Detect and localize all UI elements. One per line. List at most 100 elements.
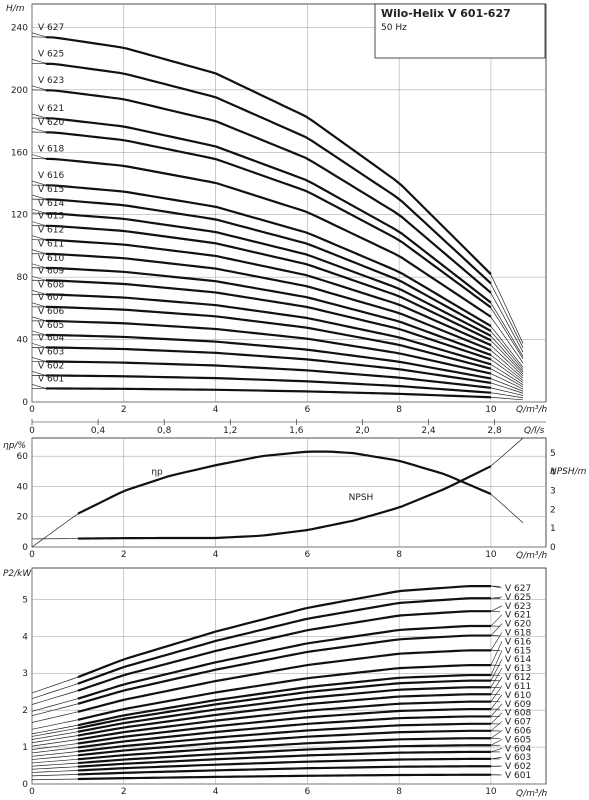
head-curve-thin (31, 279, 524, 383)
pow-series-label: V 615 (505, 646, 531, 656)
head-label-leader (31, 384, 46, 389)
pow-series-label: V 623 (505, 602, 531, 612)
head-series-label: V 618 (38, 145, 64, 155)
pow-xtick-label: 8 (396, 787, 402, 797)
pow-xtick-label: 6 (304, 787, 310, 797)
pow-ytick-label: 3 (22, 669, 28, 679)
head-ytick-label: 160 (11, 148, 28, 158)
head-series-label: V 606 (38, 307, 64, 317)
head-curve (45, 198, 492, 332)
head-curve (45, 62, 492, 285)
pow-curve (77, 664, 491, 721)
pow-series-label: V 607 (505, 718, 531, 728)
head-x2tick-label: 1,2 (223, 426, 237, 436)
head-curve (45, 279, 492, 361)
head-x2tick-label: 0,8 (157, 426, 172, 436)
head-curve (45, 131, 492, 309)
eff-ylabel: ηp/% (3, 441, 26, 451)
head-xtick-label: 4 (213, 405, 219, 415)
head-label-leader (31, 113, 46, 119)
head-xtick-label: 2 (121, 405, 127, 415)
head-label-leader (31, 32, 46, 38)
eff-xtick-label: 6 (304, 550, 310, 560)
head-xtick-label: 6 (304, 405, 310, 415)
pow-curve-thin (31, 649, 501, 723)
head-curve (45, 387, 491, 399)
pow-ytick-label: 5 (22, 595, 28, 605)
head-x2tick-label: 2,4 (421, 426, 436, 436)
pow-series-label: V 608 (505, 709, 531, 719)
head-label-leader (31, 316, 46, 322)
head-ytick-label: 120 (11, 211, 28, 221)
eff-curve-thin (31, 437, 524, 540)
head-curve (45, 374, 492, 394)
eff-xtick-label: 8 (396, 550, 402, 560)
pow-ylabel: P2/kW (3, 569, 32, 579)
pow-curve (77, 750, 491, 768)
pow-series-label: V 606 (505, 726, 531, 736)
head-curve (45, 305, 492, 370)
head-curve (45, 184, 492, 328)
pow-curve (77, 757, 491, 772)
eff-xtick-label: 0 (29, 550, 35, 560)
head-ytick-label: 0 (22, 398, 28, 408)
eff-y2label: NPSH/m (550, 467, 587, 477)
pow-curve (77, 649, 491, 713)
pow-label-leader (490, 605, 503, 612)
pow-xlabel: Q/m³/h (516, 789, 548, 799)
head-curve (45, 36, 492, 275)
head-curve-thin (31, 62, 524, 348)
head-curve-thin (31, 375, 524, 399)
pow-label-leader (490, 721, 503, 732)
head-label-leader (31, 59, 46, 64)
pow-series-label: V 604 (505, 744, 531, 754)
pow-label-leader (490, 641, 503, 666)
head-x2label: Q/l/s (524, 426, 545, 436)
pow-ytick-label: 1 (22, 743, 28, 753)
pow-label-leader (490, 756, 503, 760)
efficiency-npsh-chart: 0 2 4 6 8 10 0 20 40 60 0 1 2 3 4 5 ηp/% NPSH/m Q/m³/h ηp NP… (3, 437, 587, 561)
pow-label-leader (490, 730, 503, 739)
head-x2tick-label: 0,4 (91, 426, 106, 436)
pow-label-leader (490, 703, 503, 717)
pow-ytick-label: 0 (22, 780, 28, 790)
title-box: Wilo-Helix V 601-627 50 Hz (374, 3, 546, 59)
eff-y2tick-label: 4 (550, 468, 556, 478)
pow-curve (77, 737, 491, 761)
head-label-leader (31, 208, 46, 214)
pow-series-label: V 612 (505, 673, 531, 683)
chart-subtitle: 50 Hz (381, 23, 407, 33)
npsh-series-label: NPSH (349, 493, 374, 503)
head-curve (45, 212, 492, 337)
pow-label-leader (490, 650, 503, 676)
pow-label-leader (490, 694, 503, 710)
head-curve (45, 319, 492, 375)
head-curve (45, 333, 492, 380)
head-label-leader (31, 290, 46, 295)
head-label-leader (31, 154, 46, 159)
chart-title: Wilo-Helix V 601-627 (381, 7, 511, 20)
pow-curve (77, 624, 491, 700)
head-curve-thin (31, 253, 524, 379)
head-series-label: V 621 (38, 104, 64, 114)
head-label-leader (31, 371, 46, 376)
pow-label-leader (490, 712, 503, 725)
pow-curve (77, 729, 491, 757)
pow-curve (77, 610, 491, 692)
pow-curve (77, 722, 491, 753)
pow-curve (77, 634, 491, 705)
head-xtick-label: 10 (485, 405, 497, 415)
pow-series-label: V 627 (505, 584, 531, 594)
head-ytick-label: 200 (11, 86, 28, 96)
pow-label-leader (490, 748, 503, 753)
head-curve (45, 360, 492, 389)
head-series-label: V 610 (38, 254, 64, 264)
eff-y2tick-label: 3 (550, 487, 556, 497)
eff-xlabel: Q/m³/h (516, 551, 548, 561)
eff-ytick-label: 0 (22, 543, 28, 553)
head-label-leader (31, 127, 46, 133)
pow-ytick-label: 4 (22, 632, 28, 642)
head-series-label: V 607 (38, 293, 64, 303)
head-label-leader (31, 180, 46, 186)
pow-series-label: V 609 (505, 700, 531, 710)
